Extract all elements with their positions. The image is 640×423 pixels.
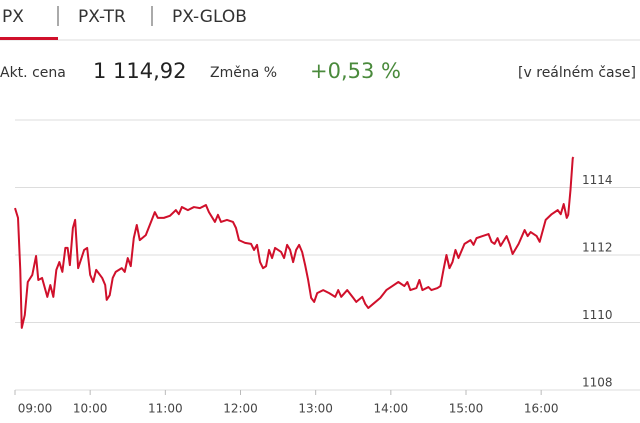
price-label: Akt. cena (0, 65, 66, 81)
tab[interactable]: PX-TR (78, 7, 126, 27)
y-tick-label: 1108 (582, 376, 613, 390)
x-tick-label: 09:00 (18, 402, 53, 416)
y-tick-label: 1110 (582, 308, 613, 322)
active-tab-underline (0, 37, 58, 40)
change-label: Změna % (210, 65, 277, 81)
y-tick-label: 1112 (582, 241, 613, 255)
change: +0,53 % (310, 59, 401, 83)
x-tick-label: 13:00 (298, 402, 333, 416)
x-tick-label: 16:00 (524, 402, 559, 416)
x-tick-label: 10:00 (73, 402, 108, 416)
tab[interactable]: PX (2, 7, 24, 27)
x-tick-label: 15:00 (449, 402, 484, 416)
x-tick-label: 12:00 (223, 402, 258, 416)
price: 1 114,92 (93, 59, 187, 83)
realtime-note: [v reálném čase] (518, 65, 636, 81)
tab[interactable]: PX-GLOB (172, 7, 247, 27)
x-tick-label: 14:00 (374, 402, 409, 416)
x-tick-label: 11:00 (148, 402, 183, 416)
price-line (14, 156, 575, 329)
y-tick-label: 1114 (582, 173, 613, 187)
